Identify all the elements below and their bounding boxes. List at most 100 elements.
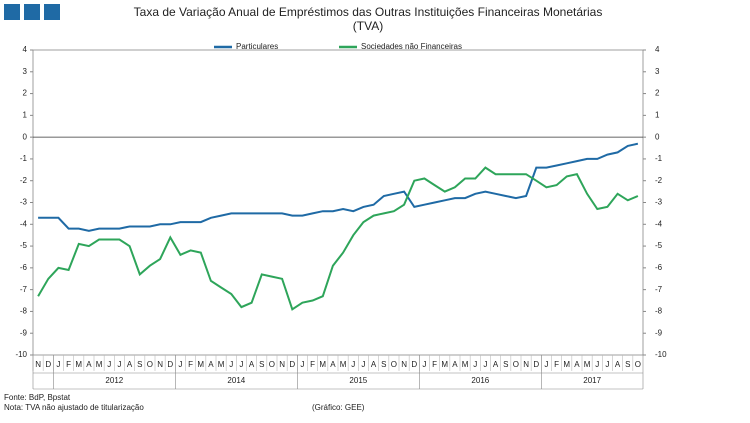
x-tick-label: M xyxy=(584,360,591,369)
x-tick-label: A xyxy=(574,360,580,369)
x-tick-label: A xyxy=(86,360,92,369)
x-tick-label: M xyxy=(340,360,347,369)
y-tick-label: -1 xyxy=(20,154,28,163)
y-tick-label: 0 xyxy=(23,132,28,141)
y2-tick-label: 0 xyxy=(655,132,660,141)
x-tick-label: A xyxy=(249,360,255,369)
x-tick-label: F xyxy=(310,360,315,369)
x-tick-label: F xyxy=(554,360,559,369)
x-tick-label: N xyxy=(279,360,285,369)
y2-tick-label: 3 xyxy=(655,67,660,76)
x-tick-label: J xyxy=(229,360,233,369)
x-tick-label: A xyxy=(615,360,621,369)
y2-tick-label: 4 xyxy=(655,45,660,54)
y-tick-label: 1 xyxy=(23,110,28,119)
x-tick-label: O xyxy=(391,360,397,369)
y2-tick-label: -3 xyxy=(655,198,663,207)
x-tick-label: N xyxy=(35,360,41,369)
x-tick-label: M xyxy=(75,360,82,369)
x-tick-label: J xyxy=(351,360,355,369)
year-label: 2017 xyxy=(583,376,601,385)
year-label: 2015 xyxy=(349,376,367,385)
x-tick-label: A xyxy=(330,360,336,369)
credit: (Gráfico: GEE) xyxy=(312,403,365,412)
y2-tick-label: -1 xyxy=(655,154,663,163)
x-tick-label: D xyxy=(167,360,173,369)
y2-tick-label: 1 xyxy=(655,110,660,119)
x-tick-label: A xyxy=(208,360,214,369)
source: Fonte: BdP, Bpstat xyxy=(4,393,71,402)
x-tick-label: J xyxy=(483,360,487,369)
x-tick-label: D xyxy=(45,360,51,369)
logo-square xyxy=(24,4,40,20)
x-tick-label: N xyxy=(157,360,163,369)
x-tick-label: J xyxy=(117,360,121,369)
x-tick-label: A xyxy=(371,360,377,369)
y-tick-label: 3 xyxy=(23,67,28,76)
x-tick-label: J xyxy=(473,360,477,369)
x-tick-label: M xyxy=(441,360,448,369)
x-tick-label: O xyxy=(147,360,153,369)
x-tick-label: O xyxy=(635,360,641,369)
y2-tick-label: -4 xyxy=(655,219,663,228)
y-tick-label: -7 xyxy=(20,285,28,294)
y-tick-label: -9 xyxy=(20,328,28,337)
logo-square xyxy=(4,4,20,20)
y-tick-label: 4 xyxy=(23,45,28,54)
x-tick-label: A xyxy=(493,360,499,369)
x-tick-label: M xyxy=(96,360,103,369)
logo-square xyxy=(44,4,60,20)
chart-title: Taxa de Variação Anual de Empréstimos da… xyxy=(134,5,603,19)
x-tick-label: M xyxy=(218,360,225,369)
x-tick-label: J xyxy=(422,360,426,369)
y2-tick-label: -7 xyxy=(655,285,663,294)
plot-area xyxy=(32,49,644,356)
legend-label: Particulares xyxy=(236,42,278,51)
y-tick-label: -8 xyxy=(20,307,28,316)
x-tick-label: N xyxy=(401,360,407,369)
series-line xyxy=(38,142,639,232)
y2-tick-label: -9 xyxy=(655,328,663,337)
x-tick-label: M xyxy=(319,360,326,369)
x-tick-label: M xyxy=(197,360,204,369)
y2-tick-label: 2 xyxy=(655,89,660,98)
y-tick-label: -10 xyxy=(15,350,27,359)
x-tick-label: A xyxy=(452,360,458,369)
x-tick-label: J xyxy=(361,360,365,369)
y2-tick-label: -8 xyxy=(655,307,663,316)
x-tick-label: M xyxy=(462,360,469,369)
x-tick-label: J xyxy=(178,360,182,369)
x-tick-label: J xyxy=(56,360,60,369)
x-tick-label: J xyxy=(300,360,304,369)
y2-tick-label: -10 xyxy=(655,350,667,359)
y-tick-label: -3 xyxy=(20,198,28,207)
y-tick-label: -4 xyxy=(20,219,28,228)
x-tick-label: S xyxy=(503,360,508,369)
x-tick-label: A xyxy=(127,360,133,369)
y-tick-label: 2 xyxy=(23,89,28,98)
x-tick-label: F xyxy=(188,360,193,369)
x-tick-label: M xyxy=(563,360,570,369)
note: Nota: TVA não ajustado de titularização xyxy=(4,403,144,412)
x-tick-label: S xyxy=(259,360,264,369)
x-tick-label: J xyxy=(595,360,599,369)
x-tick-label: J xyxy=(107,360,111,369)
y2-tick-label: -5 xyxy=(655,241,663,250)
x-tick-label: F xyxy=(66,360,71,369)
x-tick-label: S xyxy=(137,360,142,369)
y-tick-label: -5 xyxy=(20,241,28,250)
x-tick-label: D xyxy=(289,360,295,369)
x-tick-label: J xyxy=(544,360,548,369)
series-line xyxy=(37,166,639,311)
y2-tick-label: -2 xyxy=(655,176,663,185)
y-tick-label: -2 xyxy=(20,176,28,185)
x-tick-label: O xyxy=(513,360,519,369)
x-tick-label: N xyxy=(523,360,529,369)
x-tick-label: S xyxy=(381,360,386,369)
year-label: 2012 xyxy=(105,376,123,385)
y2-tick-label: -6 xyxy=(655,263,663,272)
x-tick-label: D xyxy=(411,360,417,369)
legend-label: Sociedades não Financeiras xyxy=(361,42,462,51)
